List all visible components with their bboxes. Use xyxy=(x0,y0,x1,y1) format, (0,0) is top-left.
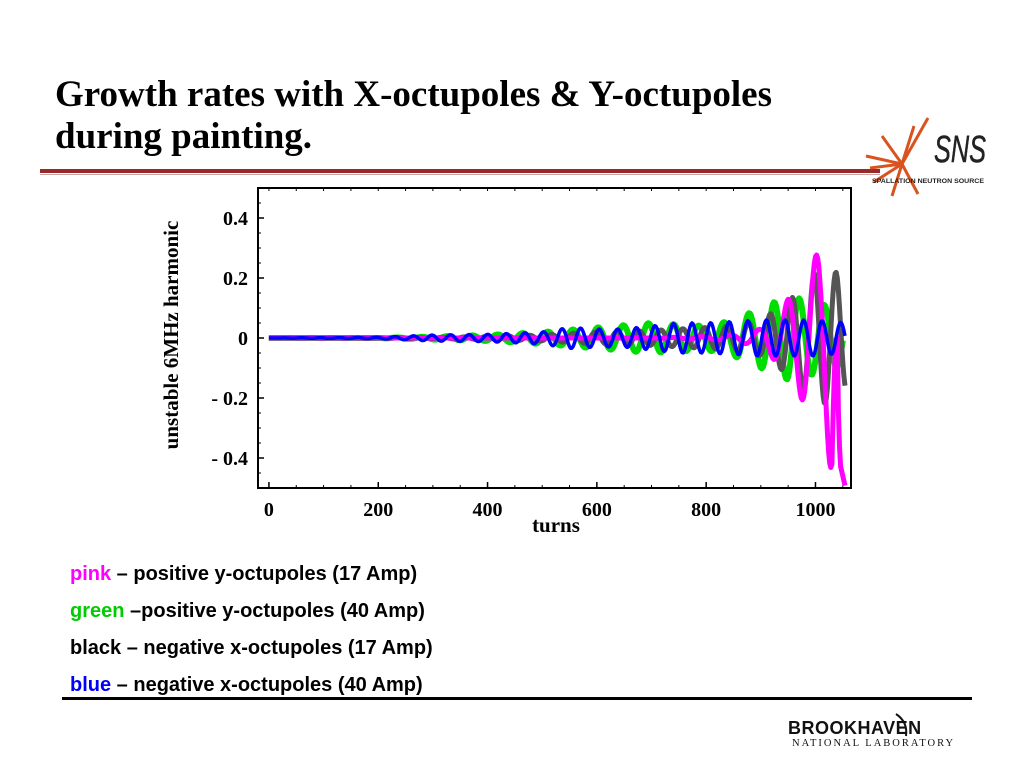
x-tick-label: 400 xyxy=(473,499,503,521)
footer-divider xyxy=(62,697,972,700)
legend-item: blue – negative x-octupoles (40 Amp) xyxy=(70,667,433,704)
title-divider-shadow xyxy=(40,174,880,175)
legend-color-word: blue xyxy=(70,674,112,696)
x-tick-label: 200 xyxy=(363,499,393,521)
y-axis-label: unstable 6MHz harmonic xyxy=(159,221,183,450)
growth-rate-chart: 0.4 0.2 0 - 0.2 - 0.4 0 200 400 600 800 1000 unst… xyxy=(159,187,852,537)
legend-item: pink – positive y-octupoles (17 Amp) xyxy=(70,556,433,593)
x-tick-label: 0 xyxy=(264,499,274,521)
brookhaven-logo: BROOKHAVEN NATIONAL LABORATORY xyxy=(788,712,958,762)
brookhaven-logo-text: BROOKHAVEN xyxy=(788,718,922,738)
x-tick-label: 800 xyxy=(691,499,721,521)
x-axis-label: turns xyxy=(532,513,580,537)
legend-color-word: pink xyxy=(70,563,112,585)
legend-color-word: black xyxy=(70,637,122,659)
legend-item: green –positive y-octupoles (40 Amp) xyxy=(70,593,433,630)
y-tick-label: 0.4 xyxy=(223,208,248,230)
x-tick-label: 1000 xyxy=(795,499,835,521)
title-divider xyxy=(40,169,880,173)
legend: pink – positive y-octupoles (17 Amp) gree… xyxy=(70,556,433,704)
starburst-icon xyxy=(865,117,930,197)
legend-item: black – negative x-octupoles (17 Amp) xyxy=(70,630,433,667)
legend-color-word: green xyxy=(70,600,125,622)
y-tick-label: 0 xyxy=(238,328,248,350)
sns-logo-text: SNS xyxy=(934,129,986,171)
sns-logo-subtext: SPALLATION NEUTRON SOURCE xyxy=(872,178,985,185)
legend-description: –positive y-octupoles (40 Amp) xyxy=(124,600,425,622)
sns-logo: SNS SPALLATION NEUTRON SOURCE xyxy=(865,117,986,197)
swoosh-icon xyxy=(895,713,908,737)
legend-description: – positive y-octupoles (17 Amp) xyxy=(111,563,418,585)
legend-description: – negative x-octupoles (40 Amp) xyxy=(111,674,423,696)
y-tick-label: 0.2 xyxy=(223,268,248,290)
x-tick-label: 600 xyxy=(582,499,612,521)
national-laboratory-text: NATIONAL LABORATORY xyxy=(792,738,956,749)
series-line xyxy=(268,318,847,358)
legend-description: – negative x-octupoles (17 Amp) xyxy=(121,637,433,659)
slide-title: Growth rates with X-octupoles & Y-octupo… xyxy=(55,74,773,157)
y-tick-label: - 0.2 xyxy=(211,388,248,410)
y-tick-label: - 0.4 xyxy=(211,448,248,470)
